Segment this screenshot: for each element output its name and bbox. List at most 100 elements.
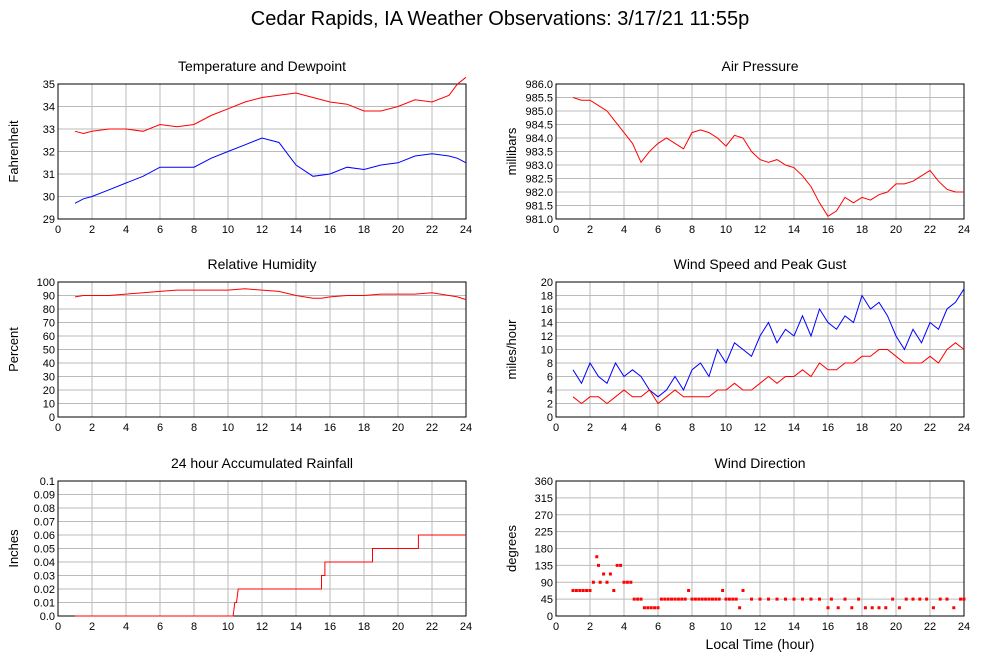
temp-x-tick-label: 2	[89, 224, 95, 236]
temp-x-tick-label: 8	[191, 224, 197, 236]
direction-y-tick-label: 180	[535, 544, 553, 556]
direction-point	[727, 597, 731, 601]
rh-y-tick-label: 100	[37, 277, 55, 289]
direction-y-tick-label: 225	[535, 527, 553, 539]
wind-x-tick-label: 20	[890, 422, 902, 434]
direction-y-tick-label: 90	[541, 577, 553, 589]
direction-point	[639, 597, 643, 601]
pressure-x-tick-label: 4	[621, 224, 627, 236]
wind-y-tick-label: 18	[541, 291, 553, 303]
temp-y-tick-label: 33	[43, 124, 55, 136]
direction-point	[945, 597, 949, 601]
pressure-y-tick-label: 985.0	[525, 106, 553, 118]
temp-x-tick-label: 16	[324, 224, 336, 236]
temp-x-tick-label: 18	[358, 224, 370, 236]
wind-series-line-1	[572, 288, 965, 398]
pressure-y-tick-label: 981.0	[525, 214, 553, 226]
direction-point	[734, 597, 738, 601]
direction-point	[877, 606, 881, 610]
rain-y-tick-label: 0.06	[34, 530, 55, 542]
direction-point	[680, 597, 684, 601]
rain-x-tick-label: 6	[157, 621, 163, 633]
rain-y-tick-label: 0.08	[34, 503, 55, 515]
rh-frame	[57, 281, 467, 418]
direction-x-tick-label: 14	[788, 621, 800, 633]
rain-frame	[57, 480, 467, 617]
wind-y-tick-label: 4	[547, 385, 553, 397]
direction-point	[857, 597, 861, 601]
pressure-y-tick-label: 982.0	[525, 187, 553, 199]
direction-x-tick-label: 18	[856, 621, 868, 633]
temp-y-tick-label: 34	[43, 102, 55, 114]
direction-point	[581, 589, 585, 592]
wind-x-tick-label: 22	[924, 422, 936, 434]
direction-point	[758, 597, 762, 601]
direction-point	[697, 597, 701, 601]
wind-y-tick-label: 12	[541, 331, 553, 343]
pressure-x-tick-label: 12	[754, 224, 766, 236]
pressure-y-tick-label: 986.0	[525, 79, 553, 91]
direction-y-tick-label: 0	[547, 611, 553, 623]
temp-x-tick-label: 6	[157, 224, 163, 236]
wind-x-tick-label: 24	[958, 422, 970, 434]
direction-point	[784, 597, 787, 601]
pressure-y-tick-label: 984.5	[525, 120, 553, 132]
pressure-x-tick-label: 18	[856, 224, 868, 236]
rain-y-tick-label: 0.01	[34, 598, 55, 610]
rain-x-tick-label: 12	[256, 621, 268, 633]
direction-point	[670, 597, 674, 601]
wind-x-tick-label: 18	[856, 422, 868, 434]
rh-x-tick-label: 10	[222, 422, 234, 434]
direction-point	[891, 597, 895, 601]
direction-point	[597, 563, 600, 567]
temp-y-axis-label: Fahrenheit	[6, 120, 21, 183]
direction-x-tick-label: 0	[553, 621, 559, 633]
pressure-x-tick-label: 0	[553, 224, 559, 236]
rh-y-tick-label: 80	[43, 304, 55, 316]
direction-point	[952, 606, 956, 610]
temp-x-tick-label: 14	[290, 224, 302, 236]
direction-point	[663, 597, 667, 601]
direction-point	[659, 597, 663, 601]
direction-point	[574, 589, 578, 592]
direction-x-tick-label: 6	[655, 621, 661, 633]
rain-x-tick-label: 0	[55, 621, 61, 633]
temp-y-tick-label: 31	[43, 169, 55, 181]
direction-point	[801, 597, 804, 601]
direction-point	[622, 580, 626, 584]
temp-title: Temperature and Dewpoint	[178, 58, 346, 74]
pressure-title: Air Pressure	[721, 58, 798, 74]
pressure-y-tick-label: 985.5	[525, 93, 553, 105]
direction-point	[809, 597, 813, 601]
rain-title: 24 hour Accumulated Rainfall	[171, 455, 353, 471]
direction-point	[636, 597, 640, 601]
pressure-y-axis-label: millibars	[504, 127, 519, 175]
rain-y-tick-label: 0.09	[34, 490, 55, 502]
direction-point	[646, 606, 650, 610]
rain-series-line-1	[75, 534, 466, 617]
wind-y-tick-label: 20	[541, 277, 553, 289]
direction-point	[792, 597, 796, 601]
direction-title: Wind Direction	[714, 455, 805, 471]
direction-x-tick-label: 22	[924, 621, 936, 633]
temp-series-line-2	[74, 137, 467, 204]
direction-point	[653, 606, 657, 610]
rh-x-tick-label: 4	[123, 422, 129, 434]
rh-y-tick-label: 20	[43, 385, 55, 397]
direction-point	[750, 597, 753, 601]
rh-y-tick-label: 60	[43, 331, 55, 343]
direction-x-tick-label: 12	[754, 621, 766, 633]
rh-title: Relative Humidity	[208, 256, 317, 272]
rain-y-tick-label: 0.05	[34, 544, 55, 556]
rh-x-tick-label: 24	[460, 422, 472, 434]
direction-point	[741, 589, 745, 592]
direction-point	[731, 597, 735, 601]
rh-y-tick-label: 70	[43, 318, 55, 330]
wind-y-axis-label: miles/hour	[504, 319, 519, 380]
direction-point	[612, 589, 616, 592]
pressure-x-tick-label: 22	[924, 224, 936, 236]
rh-x-tick-label: 8	[191, 422, 197, 434]
rh-y-tick-label: 90	[43, 291, 55, 303]
rain-x-tick-label: 16	[324, 621, 336, 633]
